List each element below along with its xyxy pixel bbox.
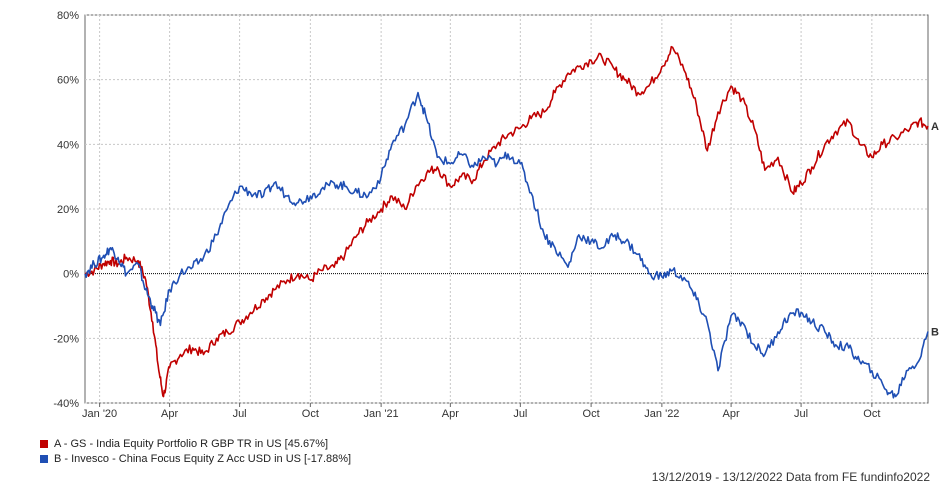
x-tick-label: Jul	[513, 408, 527, 420]
x-tick-label: Apr	[442, 408, 459, 420]
x-tick-label: Apr	[723, 408, 740, 420]
x-tick-label: Jan '21	[364, 408, 399, 420]
legend-item-b: B - Invesco - China Focus Equity Z Acc U…	[40, 451, 351, 466]
x-tick-label: Jan '22	[644, 408, 679, 420]
y-tick-label: 20%	[57, 204, 79, 216]
legend-label-a: A - GS - India Equity Portfolio R GBP TR…	[54, 437, 329, 450]
y-tick-label: 40%	[57, 139, 79, 151]
y-tick-label: 0%	[63, 269, 79, 281]
legend-label-b: B - Invesco - China Focus Equity Z Acc U…	[54, 452, 352, 465]
data-source-footer: 13/12/2019 - 13/12/2022 Data from FE fun…	[651, 470, 930, 484]
x-tick-label: Jul	[233, 408, 247, 420]
legend: A - GS - India Equity Portfolio R GBP TR…	[40, 436, 351, 466]
x-tick-label: Jul	[794, 408, 808, 420]
y-tick-label: -40%	[53, 398, 79, 410]
series-end-label-a: A	[931, 121, 939, 133]
x-tick-label: Apr	[161, 408, 178, 420]
series-end-label-b: B	[931, 326, 939, 338]
x-tick-label: Oct	[302, 408, 319, 420]
y-tick-label: -20%	[53, 333, 79, 345]
series-line-a	[84, 45, 929, 398]
legend-item-a: A - GS - India Equity Portfolio R GBP TR…	[40, 436, 351, 451]
legend-swatch-b	[40, 454, 48, 463]
x-tick-label: Oct	[583, 408, 600, 420]
x-tick-label: Jan '20	[82, 408, 117, 420]
legend-swatch-a	[40, 439, 48, 448]
y-tick-label: 80%	[57, 10, 79, 22]
y-tick-label: 60%	[57, 75, 79, 87]
line-chart: 80% 60% 40% 20% 0% -20% -40%Jan '20 Apr Jul Oct Ja…	[53, 10, 939, 420]
x-tick-label: Oct	[863, 408, 880, 420]
series-line-b	[84, 91, 929, 399]
